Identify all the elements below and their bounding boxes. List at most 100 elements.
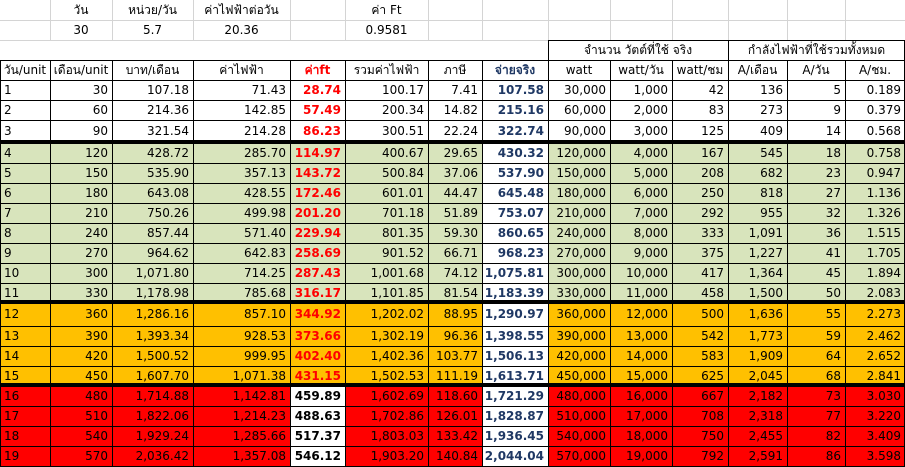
table-cell[interactable]: 968.23 [482, 243, 548, 263]
table-cell[interactable]: 13 [4, 329, 20, 343]
table-cell[interactable]: 1,506.13 [482, 346, 548, 366]
table-cell[interactable]: 71.43 [251, 83, 286, 97]
table-cell[interactable]: 88.95 [443, 307, 478, 321]
table-cell[interactable]: 214.28 [244, 124, 286, 138]
table-cell[interactable]: 9 [833, 103, 841, 117]
table-cell[interactable]: 86 [825, 449, 841, 463]
table-cell[interactable]: 11,000 [626, 286, 668, 300]
table-cell[interactable]: 270,000 [556, 246, 606, 260]
table-cell[interactable]: 428.72 [147, 146, 189, 160]
table-cell[interactable]: 142.85 [244, 103, 286, 117]
table-cell[interactable]: 215.16 [482, 100, 548, 120]
table-cell[interactable]: 19,000 [626, 449, 668, 463]
table-cell[interactable]: 3.409 [866, 429, 901, 443]
table-cell[interactable]: 14,000 [626, 349, 668, 363]
table-cell[interactable]: 32 [825, 206, 841, 220]
table-cell[interactable]: 375 [701, 246, 724, 260]
table-cell[interactable]: 1,828.87 [482, 406, 548, 426]
table-cell[interactable]: 2,591 [748, 449, 783, 463]
table-cell[interactable]: 50 [825, 286, 841, 300]
table-cell[interactable]: 18 [825, 146, 841, 160]
table-cell[interactable]: 16,000 [626, 389, 668, 403]
table-cell[interactable]: 571.40 [244, 226, 286, 240]
table-cell[interactable]: 5 [833, 83, 841, 97]
table-cell[interactable]: 44.47 [443, 186, 478, 200]
table-cell[interactable]: 1,178.98 [135, 286, 189, 300]
table-cell[interactable]: 64 [825, 349, 841, 363]
table-cell[interactable]: 143.72 [294, 166, 341, 180]
table-cell[interactable]: 2.273 [866, 307, 901, 321]
table-cell[interactable]: 111.19 [436, 369, 478, 383]
table-cell[interactable]: 214.36 [147, 103, 189, 117]
table-cell[interactable]: 96.36 [443, 329, 478, 343]
table-cell[interactable]: 402.40 [294, 349, 341, 363]
table-cell[interactable]: 570,000 [556, 449, 606, 463]
table-cell[interactable]: 11 [4, 286, 20, 300]
table-cell[interactable]: 517.37 [290, 426, 345, 446]
table-cell[interactable]: 860.65 [482, 223, 548, 243]
table-cell[interactable]: 1,929.24 [135, 429, 189, 443]
table-cell[interactable]: 1,502.53 [370, 369, 424, 383]
table-cell[interactable]: 10,000 [626, 266, 668, 280]
table-cell[interactable]: 0.568 [866, 124, 901, 138]
table-cell[interactable]: 114.97 [294, 146, 341, 160]
table-cell[interactable]: 1,142.81 [232, 389, 286, 403]
table-cell[interactable]: 714.25 [244, 266, 286, 280]
table-cell[interactable]: 1.136 [866, 186, 901, 200]
table-cell[interactable]: 250 [701, 186, 724, 200]
table-cell[interactable]: 300,000 [556, 266, 606, 280]
table-cell[interactable]: 201.20 [294, 206, 341, 220]
table-cell[interactable]: 344.92 [294, 307, 341, 321]
table-cell[interactable]: 1,227 [748, 246, 783, 260]
table-cell[interactable]: 126.01 [436, 409, 478, 423]
table-cell[interactable]: 360,000 [556, 307, 606, 321]
table-cell[interactable]: 125 [701, 124, 724, 138]
table-cell[interactable]: 8,000 [633, 226, 668, 240]
table-cell[interactable]: 136 [760, 83, 783, 97]
table-cell[interactable]: 300 [85, 266, 108, 280]
table-cell[interactable]: 1.326 [866, 206, 901, 220]
table-cell[interactable]: 785.68 [244, 286, 286, 300]
table-cell[interactable]: 1,286.16 [135, 307, 189, 321]
table-cell[interactable]: 2,044.04 [482, 446, 548, 466]
table-cell[interactable]: 6,000 [633, 186, 668, 200]
table-cell[interactable]: 642.83 [244, 246, 286, 260]
table-cell[interactable]: 1,822.06 [135, 409, 189, 423]
table-cell[interactable]: 7.41 [451, 83, 478, 97]
table-cell[interactable]: 1,602.69 [370, 389, 424, 403]
table-cell[interactable]: 857.10 [244, 307, 286, 321]
table-cell[interactable]: 955 [760, 206, 783, 220]
table-cell[interactable]: 140.84 [436, 449, 478, 463]
table-cell[interactable]: 3,000 [633, 124, 668, 138]
table-cell[interactable]: 66.71 [443, 246, 478, 260]
table-cell[interactable]: 1,393.34 [135, 329, 189, 343]
table-cell[interactable]: 82 [825, 429, 841, 443]
table-cell[interactable]: 330 [85, 286, 108, 300]
table-cell[interactable]: 285.70 [244, 146, 286, 160]
table-cell[interactable]: 18 [4, 429, 20, 443]
table-cell[interactable]: 430.32 [482, 143, 548, 163]
table-cell[interactable]: 51.89 [443, 206, 478, 220]
table-cell[interactable]: 292 [701, 206, 724, 220]
table-cell[interactable]: 1.894 [866, 266, 901, 280]
table-cell[interactable]: 792 [701, 449, 724, 463]
table-cell[interactable]: 459.89 [290, 386, 345, 406]
table-cell[interactable]: 480 [85, 389, 108, 403]
table-cell[interactable]: 57.49 [303, 103, 341, 117]
table-cell[interactable]: 801.35 [382, 226, 424, 240]
table-cell[interactable]: 1.515 [866, 226, 901, 240]
table-cell[interactable]: 1,214.23 [232, 409, 286, 423]
table-cell[interactable]: 10 [4, 266, 20, 280]
table-cell[interactable]: 81.54 [443, 286, 478, 300]
table-cell[interactable]: 1 [4, 83, 12, 97]
table-cell[interactable]: 2.462 [866, 329, 901, 343]
table-cell[interactable]: 28.74 [303, 83, 341, 97]
table-cell[interactable]: 750 [701, 429, 724, 443]
table-cell[interactable]: 537.90 [482, 163, 548, 183]
table-cell[interactable]: 12,000 [626, 307, 668, 321]
table-cell[interactable]: 4,000 [633, 146, 668, 160]
table-cell[interactable]: 9,000 [633, 246, 668, 260]
table-cell[interactable]: 1,001.68 [370, 266, 424, 280]
table-cell[interactable]: 545 [760, 146, 783, 160]
table-cell[interactable]: 3.220 [866, 409, 901, 423]
